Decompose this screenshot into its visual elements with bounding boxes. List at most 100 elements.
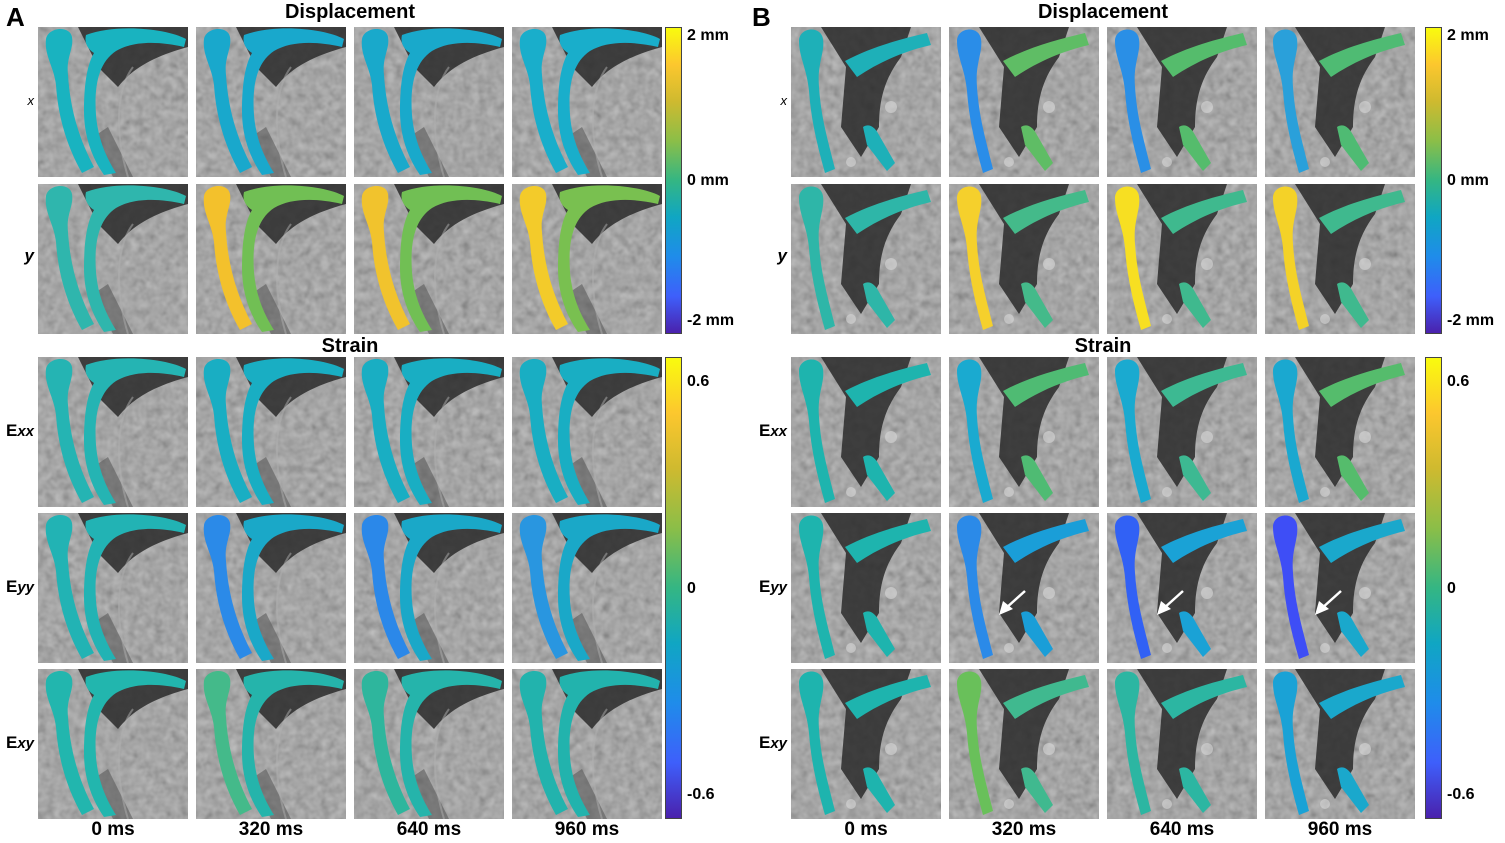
dark-band (93, 127, 133, 177)
segment-upper-right (1319, 363, 1405, 407)
mri-slice (791, 184, 941, 334)
segment-right (558, 358, 660, 505)
segment-lower-right (863, 611, 895, 657)
tissue-boundary (592, 552, 608, 663)
mri-slice (1265, 669, 1415, 819)
bright-spot (1201, 258, 1213, 270)
strain-title: Strain (1074, 335, 1132, 357)
image-tile (949, 27, 1099, 177)
bright-spot (885, 101, 897, 113)
bright-spot (846, 643, 856, 653)
image-tile (38, 669, 188, 819)
segment-left (1115, 29, 1151, 173)
segment-right (400, 28, 502, 176)
segment-lower-right (863, 125, 895, 171)
tissue-boundary (434, 552, 450, 663)
dark-cavity (1295, 184, 1385, 314)
segment-upper-right (1003, 675, 1089, 719)
dark-cavity (1137, 357, 1227, 487)
segment-left (1115, 359, 1151, 503)
dark-band (93, 284, 133, 334)
row-label-eyy: Eyy (747, 577, 787, 597)
segment-upper-right (1161, 519, 1247, 563)
time-label: 320 ms (238, 819, 304, 840)
dark-band (251, 613, 291, 663)
segment-left (1273, 29, 1309, 173)
mri-slice (1265, 513, 1415, 663)
dark-band (93, 769, 133, 819)
bright-spot (1162, 799, 1172, 809)
segment-left (957, 515, 993, 659)
dark-cavity (821, 357, 911, 487)
tissue-boundary (276, 396, 292, 507)
segment-left (799, 359, 835, 503)
bright-spot (1162, 487, 1172, 497)
segment-right (558, 28, 660, 176)
dark-cavity (821, 27, 911, 157)
dark-band (409, 127, 449, 177)
segment-lower-right (1337, 767, 1369, 813)
row-label-main: E (758, 421, 771, 440)
time-label: 960 ms (1307, 819, 1373, 840)
image-tile (1107, 27, 1257, 177)
segment-right (400, 185, 502, 332)
mri-slice (354, 27, 504, 177)
mri-slice (196, 513, 346, 663)
image-tile (791, 513, 941, 663)
image-tile (196, 357, 346, 507)
row-label-eyy: Eyy (0, 577, 34, 597)
segment-upper-right (1161, 363, 1247, 407)
segment-right (242, 670, 344, 817)
bright-spot (885, 258, 897, 270)
time-label: 0 ms (91, 819, 135, 840)
mri-slice (949, 357, 1099, 507)
row-label-exx: Exx (0, 421, 34, 441)
bright-spot (1004, 314, 1014, 324)
mri-slice (354, 184, 504, 334)
mri-slice (1107, 184, 1257, 334)
segment-left (1115, 186, 1151, 330)
bright-spot (1359, 258, 1371, 270)
segment-lower-right (1021, 125, 1053, 171)
mri-slice (196, 27, 346, 177)
segment-left (203, 514, 252, 659)
bright-spot (1004, 643, 1014, 653)
segment-right (242, 28, 344, 176)
segment-left (519, 358, 568, 503)
mri-slice (354, 357, 504, 507)
dark-cavity (821, 513, 911, 643)
bright-spot (1320, 643, 1330, 653)
arrow-icon (1157, 601, 1171, 615)
image-tile (38, 27, 188, 177)
segment-right (84, 28, 186, 176)
bright-spot (846, 157, 856, 167)
image-tile (1107, 513, 1257, 663)
row-label-main: E (758, 577, 771, 596)
segment-left (203, 670, 252, 815)
image-tile (949, 357, 1099, 507)
bright-spot (846, 314, 856, 324)
segment-left (519, 185, 568, 330)
bright-spot (1359, 587, 1371, 599)
segment-right (84, 358, 186, 505)
mri-slice (354, 669, 504, 819)
row-label-main: E (5, 421, 18, 440)
bright-spot (1043, 587, 1055, 599)
image-tile (1107, 669, 1257, 819)
colorbar-tick: -0.6 (687, 786, 715, 803)
row-label-exy: Exy (0, 733, 34, 753)
strain-title: Strain (321, 335, 379, 357)
arrow-icon (999, 601, 1013, 615)
row-label-subscript: xx (770, 423, 787, 440)
image-tile (949, 184, 1099, 334)
bright-spot (1201, 431, 1213, 443)
bright-spot (1359, 431, 1371, 443)
mri-slice (791, 27, 941, 177)
tissue-boundary (434, 396, 450, 507)
segment-left (45, 358, 94, 503)
segment-right (400, 514, 502, 661)
segment-left (799, 515, 835, 659)
image-tile (1107, 184, 1257, 334)
colorbar-tick: 0 mm (687, 172, 729, 189)
bright-spot (1359, 101, 1371, 113)
